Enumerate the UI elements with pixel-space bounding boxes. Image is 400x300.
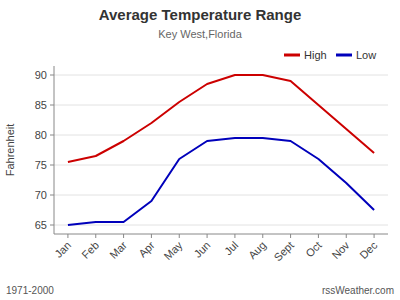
x-tick-label: Aug — [246, 239, 268, 261]
grid-line — [54, 225, 388, 226]
grid-line — [54, 135, 388, 136]
x-tick — [262, 234, 263, 238]
y-tick-label: 90 — [35, 69, 47, 81]
x-tick-label: Oct — [303, 239, 324, 260]
y-tick — [50, 75, 54, 76]
x-tick-label: Nov — [329, 239, 352, 262]
legend: High Low — [284, 49, 376, 61]
plot-area — [68, 75, 374, 225]
grid-line — [54, 75, 388, 76]
y-tick — [50, 135, 54, 136]
x-tick-label: Sept — [272, 239, 296, 263]
footnote: rssWeather.com — [322, 285, 394, 296]
x-tick — [374, 234, 375, 238]
y-tick — [50, 195, 54, 196]
x-tick-label: Dec — [357, 239, 380, 262]
y-tick-label: 65 — [35, 219, 47, 231]
y-axis-label: Fahrenheit — [4, 124, 16, 177]
x-tick-label: Mar — [107, 239, 129, 261]
chart: Average Temperature Range Key West,Florid… — [0, 0, 400, 300]
x-tick-label: Jul — [222, 239, 240, 257]
grid-line — [54, 105, 388, 106]
y-tick-label: 70 — [35, 189, 47, 201]
x-tick — [151, 234, 152, 238]
y-tick — [50, 165, 54, 166]
x-tick-label: Apr — [136, 239, 157, 260]
grid-line — [54, 165, 388, 166]
x-tick-label: Jan — [52, 239, 73, 260]
grid-line — [54, 195, 388, 196]
y-tick-label: 80 — [35, 129, 47, 141]
legend-swatch — [284, 54, 300, 57]
x-tick-label: Jun — [191, 239, 212, 260]
legend-label: Low — [356, 49, 376, 61]
title: Average Temperature Range — [99, 6, 302, 23]
x-tick — [234, 234, 235, 238]
x-tick — [123, 234, 124, 238]
line — [68, 138, 374, 225]
line — [68, 75, 374, 162]
x-tick — [290, 234, 291, 238]
legend-swatch — [336, 54, 352, 57]
y-tick-label: 75 — [35, 159, 47, 171]
x-tick — [95, 234, 96, 238]
x-tick — [207, 234, 208, 238]
x-tick — [346, 234, 347, 238]
y-tick-label: 85 — [35, 99, 47, 111]
legend-label: High — [304, 49, 327, 61]
y-tick — [50, 225, 54, 226]
x-tick — [67, 234, 68, 238]
x-tick — [318, 234, 319, 238]
x-tick-label: Feb — [79, 239, 101, 261]
x-axis — [54, 234, 388, 235]
x-tick-label: May — [161, 239, 185, 263]
footnote: 1971-2000 — [6, 285, 54, 296]
subtitle: Key West,Florida — [158, 28, 242, 40]
y-axis — [54, 66, 55, 234]
x-tick — [179, 234, 180, 238]
y-tick — [50, 105, 54, 106]
